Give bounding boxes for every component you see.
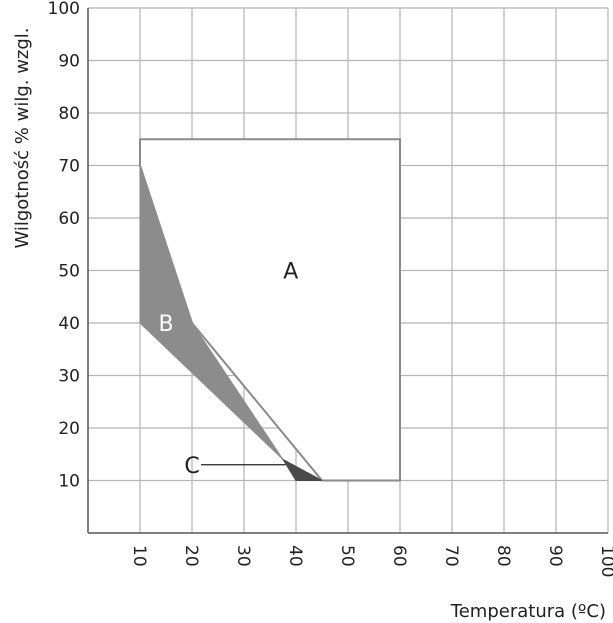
y-tick-label-10: 10	[58, 472, 80, 492]
y-tick-label-80: 80	[58, 104, 80, 124]
axes	[87, 8, 608, 534]
y-tick-label-70: 70	[58, 157, 80, 177]
x-tick-label-100: 100	[597, 545, 613, 577]
y-axis-label: Wilgotność % wilg. wzgl.	[12, 27, 33, 248]
regions	[139, 138, 401, 482]
region-labels: A B C	[158, 260, 298, 479]
y-tick-labels: 10 20 30 40 50 60 70 80 90 100	[48, 0, 80, 492]
x-tick-label-80: 80	[493, 545, 513, 567]
x-tick-label-70: 70	[441, 545, 461, 567]
y-tick-label-90: 90	[58, 52, 80, 72]
y-tick-label-30: 30	[58, 367, 80, 387]
x-tick-labels: 10 20 30 40 50 60 70 80 90 100	[129, 545, 613, 577]
region-label-b: B	[158, 312, 173, 337]
region-c	[281, 458, 323, 481]
region-label-c: C	[184, 454, 199, 479]
x-tick-label-60: 60	[389, 545, 409, 567]
y-tick-label-50: 50	[58, 262, 80, 282]
x-axis-label: Temperatura (ºC)	[450, 601, 606, 622]
region-label-a: A	[283, 260, 298, 285]
x-tick-label-10: 10	[129, 545, 149, 567]
y-tick-label-100: 100	[48, 0, 80, 19]
x-tick-label-50: 50	[337, 545, 357, 567]
y-tick-label-40: 40	[58, 314, 80, 334]
x-tick-label-30: 30	[233, 545, 253, 567]
y-tick-label-60: 60	[58, 209, 80, 229]
x-tick-label-20: 20	[181, 545, 201, 567]
y-tick-label-20: 20	[58, 419, 80, 439]
x-tick-label-40: 40	[285, 545, 305, 567]
x-tick-label-90: 90	[545, 545, 565, 567]
